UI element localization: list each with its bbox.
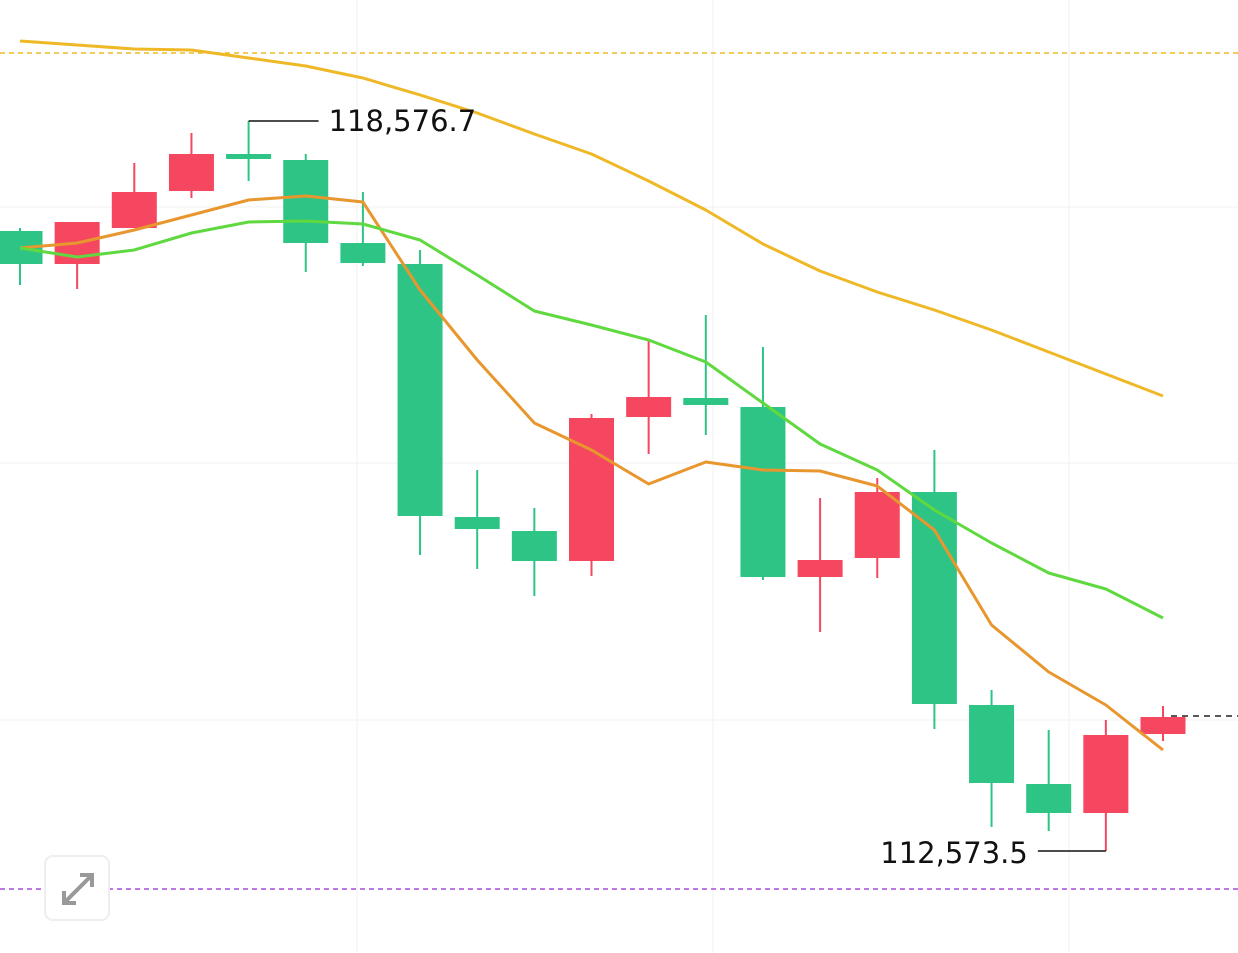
- expand-button[interactable]: [44, 855, 110, 921]
- candle-body: [1026, 783, 1072, 814]
- expand-icon: [62, 873, 94, 905]
- candle-body: [397, 264, 443, 517]
- candle-body: [168, 154, 214, 192]
- candle-body: [1083, 735, 1129, 814]
- moving-average-line: [19, 219, 1164, 620]
- candle-body: [283, 160, 329, 244]
- candle-body: [854, 491, 900, 559]
- candle-body: [969, 705, 1015, 784]
- candle-body: [740, 406, 786, 577]
- candle-body: [911, 491, 957, 705]
- candle-body: [1140, 717, 1186, 735]
- candle-body: [626, 397, 672, 418]
- candle-body: [569, 418, 614, 562]
- candle-body: [454, 516, 500, 530]
- candle-body: [226, 154, 272, 160]
- candle-body: [797, 560, 843, 577]
- moving-average-line: [19, 39, 1164, 398]
- candle-body: [340, 243, 386, 264]
- moving-average-line: [19, 194, 1164, 752]
- annotation-label: 118,576.7: [329, 104, 477, 138]
- candle-body: [111, 192, 157, 229]
- plot: 118,576.7 112,573.5: [0, 39, 1238, 890]
- candle-body: [511, 531, 557, 562]
- candle-body: [683, 398, 729, 406]
- annotation-label: 112,573.5: [880, 836, 1028, 870]
